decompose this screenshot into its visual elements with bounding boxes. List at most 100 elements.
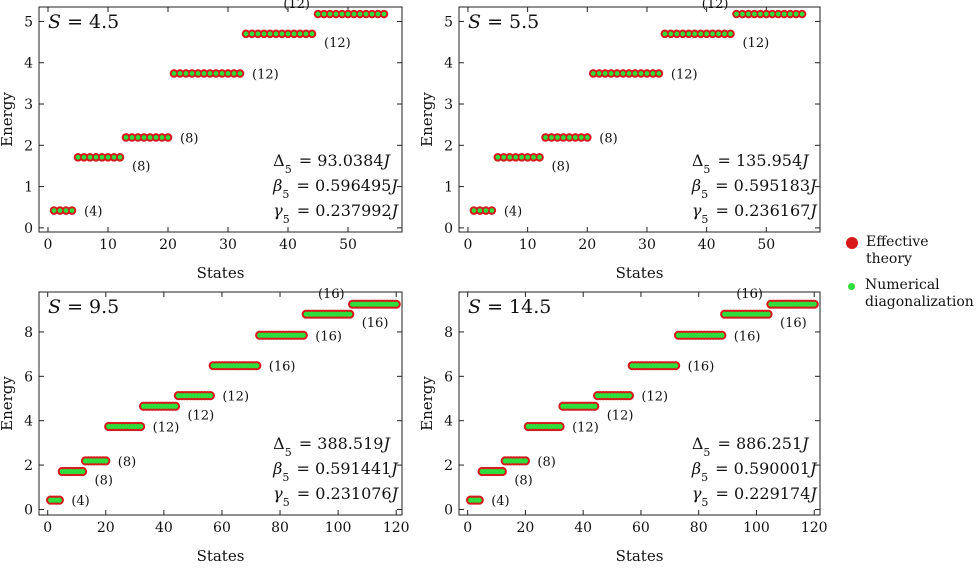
x-tick-label: 100: [325, 520, 352, 536]
energy-level-9: (16): [720, 309, 807, 331]
energy-level-1: (4): [46, 494, 90, 509]
degeneracy-label: (12): [641, 390, 668, 405]
x-tick-label: 60: [632, 520, 650, 536]
degeneracy-label: (8): [95, 474, 113, 489]
energy-level-5: (12): [558, 401, 633, 423]
numerical-point: [103, 458, 109, 464]
numerical-point: [499, 468, 505, 475]
x-tick-label: 20: [517, 520, 535, 536]
degeneracy-label: (16): [736, 287, 763, 302]
numerical-point: [56, 497, 62, 503]
degeneracy-label: (12): [187, 408, 214, 423]
numerical-point: [579, 135, 584, 140]
panel-title: S = 9.5: [48, 296, 119, 318]
numerical-point: [81, 154, 87, 160]
y-tick-label: 4: [444, 414, 453, 430]
degeneracy-label: (12): [222, 390, 249, 405]
y-tick-label: 6: [444, 369, 453, 385]
y-tick-label: 1: [24, 180, 33, 196]
degeneracy-label: (12): [324, 36, 351, 51]
x-tick-label: 40: [574, 520, 592, 536]
numerical-point: [381, 11, 387, 17]
plot-frame: [38, 6, 403, 233]
degeneracy-label: (12): [671, 67, 698, 82]
parameter-annotation: β5 = 0.595183J: [691, 176, 818, 201]
degeneracy-label: (4): [504, 205, 522, 220]
degeneracy-label: (8): [118, 455, 136, 470]
panel-3: 0 20 40 60 80 100 120 0 2 4 6 8 States Energy S = 9.5 (…: [0, 287, 410, 565]
x-axis-label: States: [197, 547, 245, 565]
x-tick-label: 20: [159, 237, 177, 253]
legend-item-effective-theory: Effective theory: [846, 234, 977, 268]
degeneracy-label: (12): [153, 420, 180, 435]
plot-frame: [458, 6, 821, 233]
numerical-point: [522, 458, 529, 464]
numerical-point: [147, 135, 153, 140]
numerical-point: [177, 71, 183, 76]
numerical-point: [243, 31, 249, 37]
numerical-point: [135, 135, 141, 140]
numerical-point: [477, 208, 483, 213]
numerical-point: [129, 135, 135, 140]
panel-title: S = 5.5: [468, 11, 539, 33]
degeneracy-label: (4): [84, 205, 102, 220]
numerical-point: [592, 403, 598, 409]
numerical-point: [567, 135, 572, 140]
legend: Effective theory Numerical diagonalizati…: [846, 234, 977, 320]
numerical-point: [63, 208, 69, 213]
x-tick-label: 0: [44, 237, 53, 253]
numerical-point: [793, 11, 799, 17]
energy-level-4: (12): [169, 67, 279, 82]
numerical-point: [734, 11, 739, 17]
parameter-annotation: Δ5 = 135.954J: [692, 151, 810, 176]
numerical-point: [363, 11, 369, 17]
x-tick-label: 120: [801, 520, 828, 536]
energy-level-5: (12): [241, 29, 351, 51]
legend-label-effective-theory: Effective theory: [866, 234, 929, 267]
energy-level-6: (12): [283, 0, 389, 19]
numerical-point: [673, 363, 679, 369]
degeneracy-label: (8): [537, 455, 555, 470]
numerical-point: [781, 11, 787, 17]
numerical-point: [519, 154, 524, 160]
x-axis-label: States: [616, 547, 664, 565]
numerical-point: [207, 71, 213, 76]
numerical-point: [495, 154, 501, 160]
energy-level-7: (16): [627, 360, 714, 375]
panel-title: S = 4.5: [48, 11, 119, 33]
numerical-point: [195, 71, 201, 76]
numerical-point: [799, 11, 805, 17]
y-tick-label: 4: [24, 414, 33, 430]
numerical-point: [300, 332, 306, 338]
numerical-point: [393, 301, 399, 307]
numerical-point: [507, 154, 513, 160]
energy-level-7: (16): [208, 360, 296, 375]
numerical-point: [123, 135, 129, 140]
numerical-point: [213, 71, 219, 76]
degeneracy-label: (12): [702, 0, 729, 12]
numerical-point: [573, 135, 578, 140]
degeneracy-label: (12): [572, 420, 599, 435]
numerical-point: [105, 154, 111, 160]
parameter-annotation: Δ5 = 93.0384J: [273, 151, 391, 176]
numerical-point: [626, 71, 632, 76]
numerical-point: [674, 31, 680, 37]
y-tick-label: 0: [444, 502, 453, 518]
numerical-diagonalization-marker-icon: [848, 283, 855, 290]
degeneracy-label: (16): [269, 360, 296, 375]
effective-theory-marker-icon: [846, 237, 858, 249]
numerical-point: [69, 208, 75, 213]
numerical-point: [321, 11, 327, 17]
y-axis-label: Energy: [0, 376, 16, 431]
numerical-point: [596, 71, 602, 76]
y-axis-label: Energy: [418, 92, 436, 147]
numerical-point: [626, 393, 632, 399]
legend-item-numerical-diagonalization: Numerical diagonalization: [846, 277, 977, 311]
energy-level-8: (16): [255, 329, 342, 344]
y-tick-label: 4: [24, 56, 33, 72]
numerical-point: [525, 154, 530, 160]
numerical-point: [787, 11, 793, 17]
x-tick-label: 20: [578, 237, 596, 253]
numerical-point: [769, 11, 775, 17]
parameter-annotation: γ5 = 0.229174J: [692, 484, 818, 509]
